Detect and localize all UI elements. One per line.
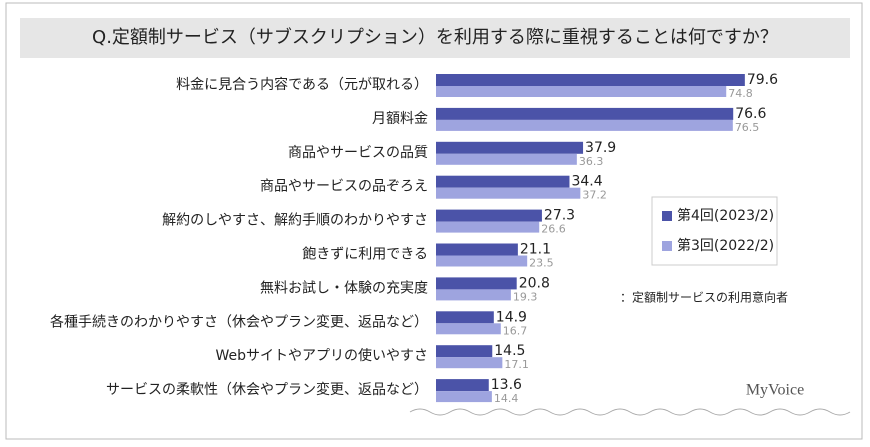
bar	[436, 187, 581, 199]
bar	[436, 323, 501, 335]
legend-label: 第4回(2023/2)	[677, 207, 774, 224]
wavy-line	[409, 408, 851, 416]
value-label: 14.9	[496, 309, 527, 325]
value-label: 36.3	[579, 155, 604, 168]
value-label: 76.6	[735, 106, 766, 122]
value-label: 23.5	[529, 257, 554, 270]
bar	[436, 289, 511, 301]
bar	[436, 141, 584, 154]
bar	[436, 175, 570, 188]
category-label: サービスの柔軟性（休会やプラン変更、返品など）	[106, 381, 428, 398]
bar	[436, 86, 727, 97]
category-label: 商品やサービスの品質	[288, 145, 428, 161]
chart-title: Q.定額制サービス（サブスクリプション）を利用する際に重視することは何ですか？	[92, 26, 778, 48]
legend-box	[651, 196, 778, 266]
legend-swatch	[662, 211, 672, 221]
value-label: 79.6	[747, 72, 778, 88]
category-label: 月額料金	[372, 111, 428, 127]
bar	[436, 379, 489, 392]
category-label: 料金に見合う内容である（元が取れる）	[176, 76, 428, 93]
value-label: 34.4	[571, 174, 602, 190]
value-label: 19.3	[513, 290, 538, 303]
value-label: 27.3	[544, 208, 575, 224]
bar	[436, 209, 542, 222]
bar	[436, 311, 494, 324]
legend-label: 第3回(2022/2)	[677, 237, 774, 254]
note: ：定額制サービスの利用意向者	[620, 290, 788, 305]
bar	[436, 221, 540, 233]
value-label: 76.5	[735, 121, 760, 134]
bar	[436, 107, 734, 120]
value-label: 14.4	[494, 392, 519, 405]
value-label: 20.8	[519, 275, 550, 291]
bar	[436, 243, 518, 256]
value-label: 74.8	[728, 87, 753, 100]
category-label: 商品やサービスの品ぞろえ	[260, 179, 428, 195]
value-label: 37.2	[582, 189, 607, 202]
category-label: 解約のしやすさ、解約手順のわかりやすさ	[162, 213, 428, 229]
category-label: 飽きずに利用できる	[302, 246, 428, 263]
bar	[436, 391, 492, 403]
value-label: 14.5	[494, 343, 525, 359]
title-bar	[20, 18, 850, 58]
category-label: 各種手続きのわかりやすさ（休会やプラン変更、返品など）	[50, 313, 428, 330]
value-label: 26.6	[541, 223, 566, 236]
bar	[436, 74, 745, 86]
bar	[436, 153, 577, 165]
bar	[436, 119, 733, 131]
value-label: 21.1	[520, 242, 551, 258]
bar	[436, 357, 503, 369]
logo: MyVoice	[746, 382, 804, 399]
bar	[436, 277, 517, 290]
bar	[436, 255, 528, 267]
category-label: Webサイトやアプリの使いやすさ	[215, 347, 428, 364]
value-label: 17.1	[504, 358, 529, 371]
value-label: 37.9	[585, 140, 616, 156]
category-label: 無料お試し・体験の充実度	[260, 280, 428, 296]
bar	[436, 345, 493, 358]
value-label: 16.7	[503, 324, 528, 337]
value-label: 13.6	[491, 377, 522, 393]
legend-swatch	[662, 241, 672, 251]
